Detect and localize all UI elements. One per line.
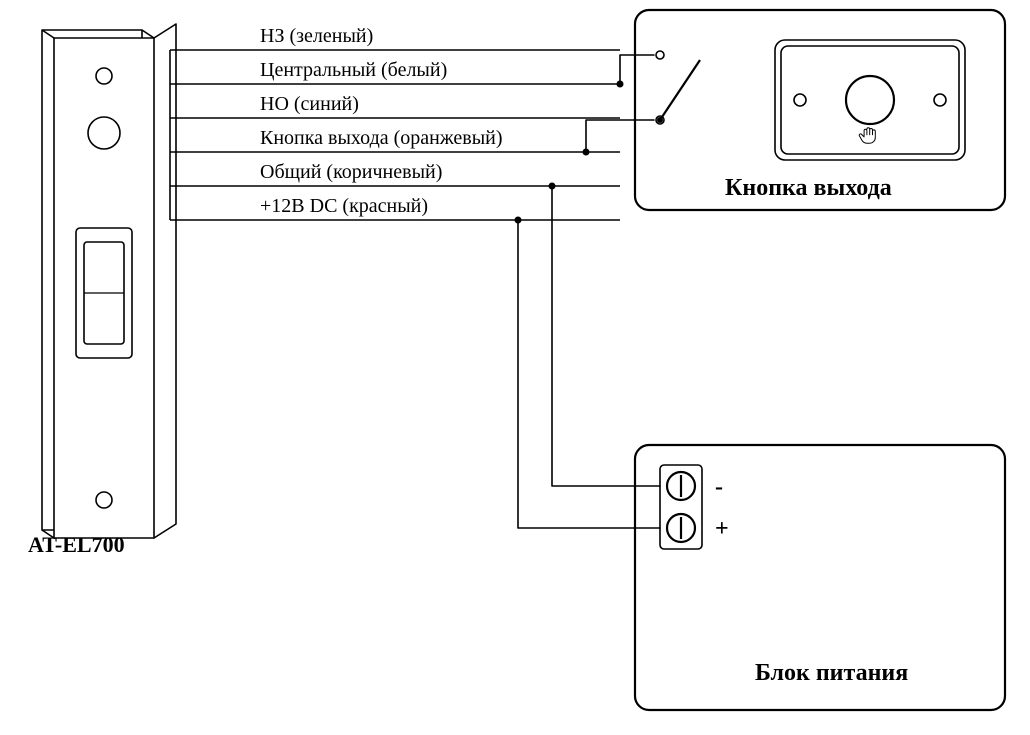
psu-plus-label: + <box>715 516 729 542</box>
wire-label-common: Общий (коричневый) <box>260 161 442 183</box>
exit-button-block: Кнопка выхода <box>635 10 1005 210</box>
diagram-root: AT-EL700 НЗ (зеленый) Центральный (белый) Н… <box>0 0 1030 735</box>
psu-block: - + Блок питания <box>635 445 1005 710</box>
wire-center: Центральный (белый) <box>170 59 620 84</box>
wire-label-nz: НЗ (зеленый) <box>260 25 373 47</box>
psu-label: Блок питания <box>755 660 908 686</box>
wire-label-no: НО (синий) <box>260 93 359 115</box>
wire-label-center: Центральный (белый) <box>260 59 447 81</box>
wire-no: НО (синий) <box>170 93 620 118</box>
wire-exitbtn: Кнопка выхода (оранжевый) <box>170 127 620 152</box>
exit-button-label: Кнопка выхода <box>725 175 892 201</box>
device-label: AT-EL700 <box>28 532 125 557</box>
hand-icon <box>859 128 875 143</box>
wiring-diagram-svg: AT-EL700 НЗ (зеленый) Центральный (белый) Н… <box>0 0 1030 735</box>
wire-label-exitbtn: Кнопка выхода (оранжевый) <box>260 127 503 149</box>
wire-common: Общий (коричневый) <box>170 161 620 186</box>
device-lock <box>42 24 176 538</box>
psu-minus-label: - <box>715 474 723 500</box>
wire-label-power: +12В DC (красный) <box>260 195 428 217</box>
wire-nz: НЗ (зеленый) <box>170 25 620 50</box>
